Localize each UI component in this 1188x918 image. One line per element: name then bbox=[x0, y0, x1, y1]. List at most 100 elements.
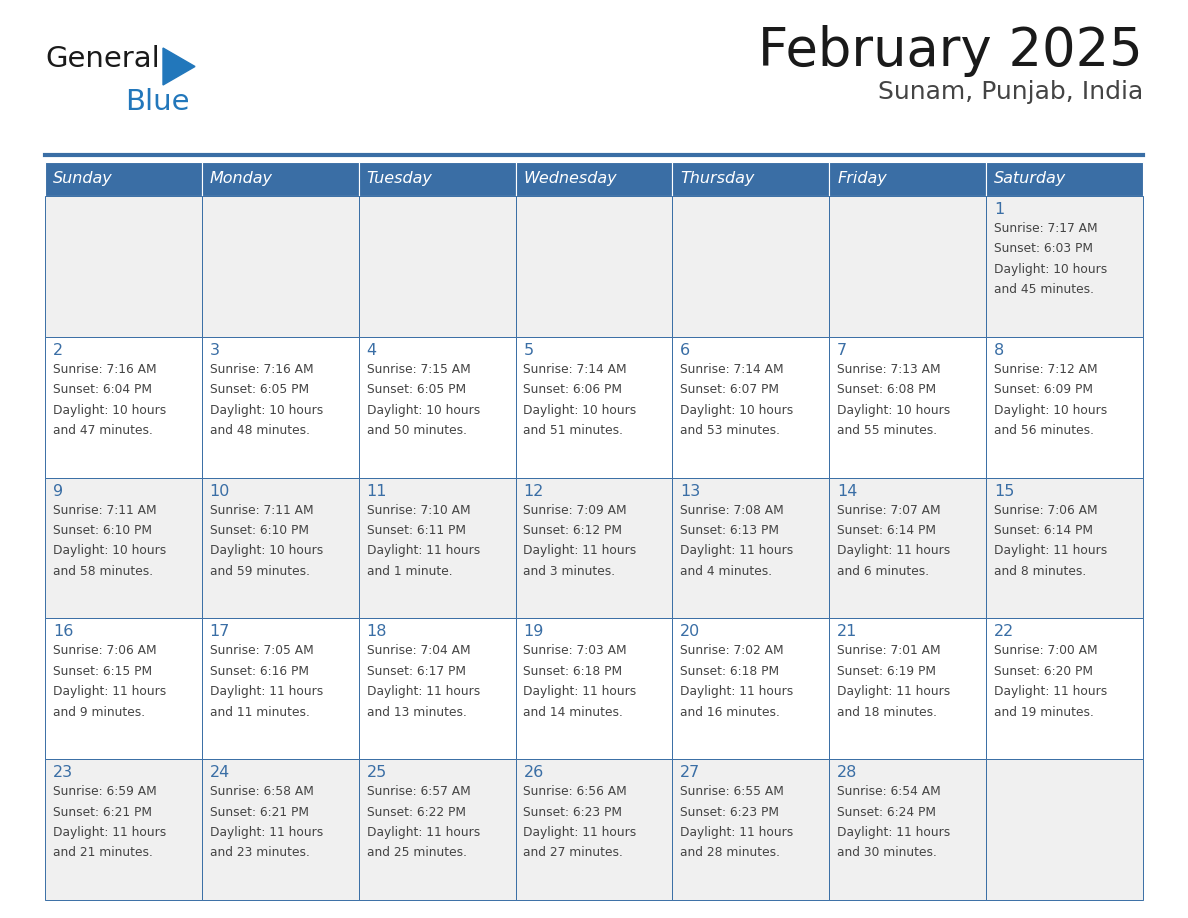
Text: Daylight: 10 hours: Daylight: 10 hours bbox=[52, 544, 166, 557]
Text: Sunset: 6:18 PM: Sunset: 6:18 PM bbox=[681, 665, 779, 677]
Text: Thursday: Thursday bbox=[681, 172, 754, 186]
Bar bbox=[202, 337, 359, 477]
Text: Sunrise: 7:05 AM: Sunrise: 7:05 AM bbox=[210, 644, 314, 657]
Text: Sunrise: 7:00 AM: Sunrise: 7:00 AM bbox=[994, 644, 1098, 657]
Bar bbox=[986, 196, 1143, 337]
Text: Daylight: 10 hours: Daylight: 10 hours bbox=[210, 404, 323, 417]
Text: Sunrise: 6:56 AM: Sunrise: 6:56 AM bbox=[524, 785, 627, 798]
Bar bbox=[202, 759, 359, 900]
Text: Sunrise: 7:08 AM: Sunrise: 7:08 AM bbox=[681, 504, 784, 517]
Text: Sunset: 6:04 PM: Sunset: 6:04 PM bbox=[52, 383, 152, 397]
Text: and 48 minutes.: and 48 minutes. bbox=[210, 424, 310, 437]
Bar bbox=[986, 477, 1143, 619]
Text: and 23 minutes.: and 23 minutes. bbox=[210, 846, 310, 859]
Text: Sunrise: 7:02 AM: Sunrise: 7:02 AM bbox=[681, 644, 784, 657]
Text: Daylight: 10 hours: Daylight: 10 hours bbox=[838, 404, 950, 417]
Text: Sunset: 6:21 PM: Sunset: 6:21 PM bbox=[210, 806, 309, 819]
Text: 26: 26 bbox=[524, 766, 544, 780]
Text: Sunset: 6:08 PM: Sunset: 6:08 PM bbox=[838, 383, 936, 397]
Bar bbox=[829, 337, 986, 477]
Text: Daylight: 11 hours: Daylight: 11 hours bbox=[681, 826, 794, 839]
Bar bbox=[202, 477, 359, 619]
Text: Sunset: 6:20 PM: Sunset: 6:20 PM bbox=[994, 665, 1093, 677]
Bar bbox=[359, 162, 516, 196]
Text: 14: 14 bbox=[838, 484, 858, 498]
Text: Daylight: 11 hours: Daylight: 11 hours bbox=[524, 685, 637, 699]
Text: 3: 3 bbox=[210, 342, 220, 358]
Text: Sunrise: 7:15 AM: Sunrise: 7:15 AM bbox=[367, 363, 470, 375]
Text: and 18 minutes.: and 18 minutes. bbox=[838, 706, 937, 719]
Bar bbox=[45, 196, 202, 337]
Text: Daylight: 11 hours: Daylight: 11 hours bbox=[524, 826, 637, 839]
Text: Sunset: 6:06 PM: Sunset: 6:06 PM bbox=[524, 383, 623, 397]
Text: and 51 minutes.: and 51 minutes. bbox=[524, 424, 624, 437]
Text: Sunam, Punjab, India: Sunam, Punjab, India bbox=[878, 80, 1143, 104]
Text: Sunset: 6:14 PM: Sunset: 6:14 PM bbox=[994, 524, 1093, 537]
Bar bbox=[829, 619, 986, 759]
Bar bbox=[672, 162, 829, 196]
Text: Sunset: 6:14 PM: Sunset: 6:14 PM bbox=[838, 524, 936, 537]
Text: Daylight: 11 hours: Daylight: 11 hours bbox=[524, 544, 637, 557]
Bar bbox=[45, 162, 202, 196]
Text: and 3 minutes.: and 3 minutes. bbox=[524, 565, 615, 577]
Text: Sunset: 6:18 PM: Sunset: 6:18 PM bbox=[524, 665, 623, 677]
Text: 27: 27 bbox=[681, 766, 701, 780]
Text: Daylight: 10 hours: Daylight: 10 hours bbox=[681, 404, 794, 417]
Bar bbox=[672, 759, 829, 900]
Text: and 47 minutes.: and 47 minutes. bbox=[52, 424, 153, 437]
Text: and 19 minutes.: and 19 minutes. bbox=[994, 706, 1094, 719]
Bar bbox=[516, 162, 672, 196]
Bar bbox=[672, 619, 829, 759]
Text: and 21 minutes.: and 21 minutes. bbox=[52, 846, 153, 859]
Text: Sunrise: 6:59 AM: Sunrise: 6:59 AM bbox=[52, 785, 157, 798]
Text: Sunset: 6:03 PM: Sunset: 6:03 PM bbox=[994, 242, 1093, 255]
Text: and 58 minutes.: and 58 minutes. bbox=[52, 565, 153, 577]
Text: 19: 19 bbox=[524, 624, 544, 640]
Text: Sunset: 6:11 PM: Sunset: 6:11 PM bbox=[367, 524, 466, 537]
Text: Daylight: 10 hours: Daylight: 10 hours bbox=[210, 544, 323, 557]
Text: Sunrise: 7:01 AM: Sunrise: 7:01 AM bbox=[838, 644, 941, 657]
Text: and 11 minutes.: and 11 minutes. bbox=[210, 706, 310, 719]
Bar bbox=[986, 337, 1143, 477]
Text: 24: 24 bbox=[210, 766, 230, 780]
Text: Daylight: 10 hours: Daylight: 10 hours bbox=[994, 263, 1107, 275]
Text: Daylight: 11 hours: Daylight: 11 hours bbox=[838, 826, 950, 839]
Text: 17: 17 bbox=[210, 624, 230, 640]
Text: 22: 22 bbox=[994, 624, 1015, 640]
Text: and 1 minute.: and 1 minute. bbox=[367, 565, 453, 577]
Text: Sunset: 6:19 PM: Sunset: 6:19 PM bbox=[838, 665, 936, 677]
Text: Sunset: 6:15 PM: Sunset: 6:15 PM bbox=[52, 665, 152, 677]
Text: Blue: Blue bbox=[125, 88, 190, 116]
Text: Sunset: 6:23 PM: Sunset: 6:23 PM bbox=[681, 806, 779, 819]
Text: Sunrise: 7:13 AM: Sunrise: 7:13 AM bbox=[838, 363, 941, 375]
Text: Sunset: 6:07 PM: Sunset: 6:07 PM bbox=[681, 383, 779, 397]
Text: Sunrise: 7:11 AM: Sunrise: 7:11 AM bbox=[210, 504, 314, 517]
Text: and 45 minutes.: and 45 minutes. bbox=[994, 284, 1094, 297]
Text: and 50 minutes.: and 50 minutes. bbox=[367, 424, 467, 437]
Bar bbox=[829, 477, 986, 619]
Text: 21: 21 bbox=[838, 624, 858, 640]
Text: Daylight: 11 hours: Daylight: 11 hours bbox=[838, 544, 950, 557]
Text: General: General bbox=[45, 45, 159, 73]
Text: and 16 minutes.: and 16 minutes. bbox=[681, 706, 781, 719]
Bar bbox=[986, 619, 1143, 759]
Bar bbox=[672, 196, 829, 337]
Text: Sunset: 6:16 PM: Sunset: 6:16 PM bbox=[210, 665, 309, 677]
Text: Daylight: 10 hours: Daylight: 10 hours bbox=[524, 404, 637, 417]
Bar bbox=[45, 619, 202, 759]
Text: Sunset: 6:23 PM: Sunset: 6:23 PM bbox=[524, 806, 623, 819]
Bar bbox=[829, 759, 986, 900]
Text: Sunrise: 7:10 AM: Sunrise: 7:10 AM bbox=[367, 504, 470, 517]
Text: Sunrise: 7:06 AM: Sunrise: 7:06 AM bbox=[994, 504, 1098, 517]
Text: Daylight: 11 hours: Daylight: 11 hours bbox=[994, 544, 1107, 557]
Text: Sunset: 6:05 PM: Sunset: 6:05 PM bbox=[210, 383, 309, 397]
Text: 12: 12 bbox=[524, 484, 544, 498]
Text: 10: 10 bbox=[210, 484, 230, 498]
Bar bbox=[516, 619, 672, 759]
Text: Daylight: 11 hours: Daylight: 11 hours bbox=[367, 544, 480, 557]
Text: Daylight: 11 hours: Daylight: 11 hours bbox=[210, 685, 323, 699]
Text: Daylight: 10 hours: Daylight: 10 hours bbox=[994, 404, 1107, 417]
Bar bbox=[359, 759, 516, 900]
Text: 25: 25 bbox=[367, 766, 387, 780]
Text: Sunset: 6:21 PM: Sunset: 6:21 PM bbox=[52, 806, 152, 819]
